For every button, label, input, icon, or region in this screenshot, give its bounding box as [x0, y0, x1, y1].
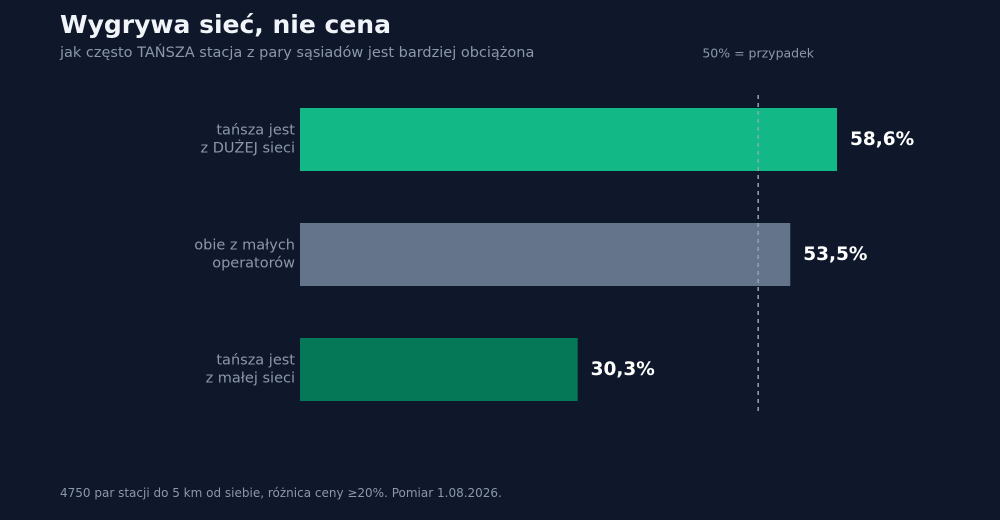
category-label-2: obie z małych operatorów	[194, 238, 295, 272]
bar-2	[300, 223, 791, 286]
chart-title: Wygrywa sieć, nie cena	[60, 10, 391, 39]
bar-3	[300, 338, 578, 401]
category-label-1: tańsza jest z DUŻEJ sieci	[201, 123, 296, 157]
footnote: 4750 par stacji do 5 km od siebie, różni…	[60, 486, 502, 500]
bar-1	[300, 108, 838, 171]
chart-subtitle: jak często TAŃSZA stacja z pary sąsiadów…	[60, 45, 535, 61]
data-label-2: 53,5%	[803, 244, 867, 265]
reference-line-label: 50% = przypadek	[702, 46, 814, 61]
category-label-3: tańsza jest z małej sieci	[206, 353, 296, 387]
data-label-3: 30,3%	[591, 359, 655, 380]
data-label-1: 58,6%	[850, 129, 914, 150]
